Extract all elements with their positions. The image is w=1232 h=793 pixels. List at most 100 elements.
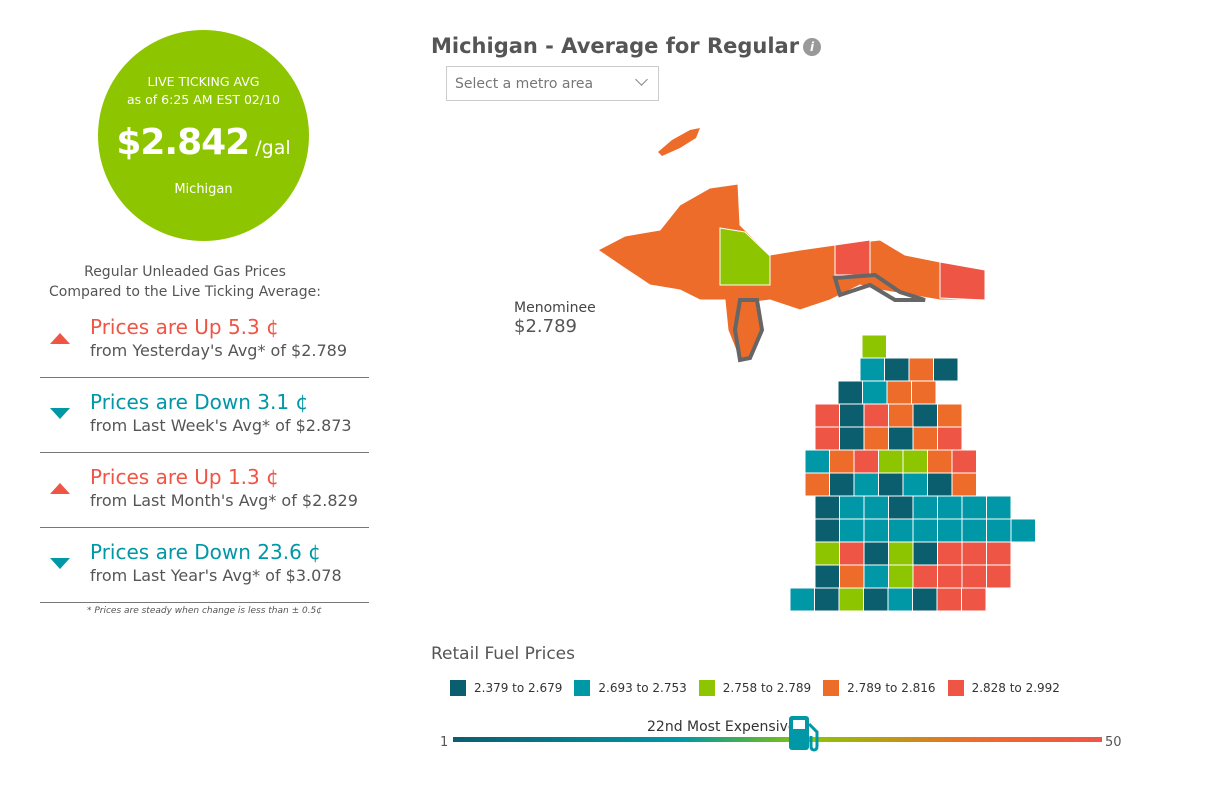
county[interactable]: [933, 357, 959, 382]
county[interactable]: [853, 472, 879, 497]
county[interactable]: [829, 449, 855, 474]
county[interactable]: [863, 495, 889, 520]
county[interactable]: [814, 587, 840, 612]
county[interactable]: [937, 495, 963, 520]
heading-line-2: Compared to the Live Ticking Average:: [49, 284, 321, 300]
county[interactable]: [937, 426, 963, 451]
county[interactable]: [878, 472, 904, 497]
legend-item: 2.828 to 2.992: [947, 680, 1060, 696]
county[interactable]: [839, 403, 865, 428]
county[interactable]: [961, 564, 987, 589]
county[interactable]: [912, 518, 938, 543]
county[interactable]: [789, 587, 815, 612]
from-text: from Last Month's Avg* of $2.829: [90, 491, 358, 510]
county[interactable]: [839, 541, 865, 566]
county[interactable]: [814, 518, 840, 543]
county[interactable]: [814, 541, 840, 566]
county[interactable]: [911, 380, 937, 405]
county[interactable]: [862, 380, 888, 405]
county[interactable]: [961, 587, 987, 612]
metro-area-select[interactable]: Select a metro area: [446, 66, 659, 101]
county[interactable]: [887, 587, 913, 612]
live-label: LIVE TICKING AVG: [147, 74, 260, 89]
county[interactable]: [804, 472, 830, 497]
menominee-county[interactable]: [732, 298, 765, 363]
county[interactable]: [863, 564, 889, 589]
county[interactable]: [837, 380, 863, 405]
county[interactable]: [888, 518, 914, 543]
county[interactable]: [951, 472, 977, 497]
hover-tooltip: Menominee $2.789: [514, 300, 596, 337]
county[interactable]: [829, 472, 855, 497]
county-price: $2.789: [514, 316, 577, 337]
county[interactable]: [814, 403, 840, 428]
county[interactable]: [838, 587, 864, 612]
county[interactable]: [912, 587, 938, 612]
county[interactable]: [863, 403, 889, 428]
mackinac-outline: [832, 272, 926, 302]
county[interactable]: [814, 495, 840, 520]
county[interactable]: [961, 518, 987, 543]
county[interactable]: [937, 564, 963, 589]
county[interactable]: [863, 426, 889, 451]
county[interactable]: [863, 541, 889, 566]
county[interactable]: [878, 449, 904, 474]
county[interactable]: [853, 449, 879, 474]
info-icon[interactable]: i: [803, 38, 822, 56]
map-title-text: Michigan - Average for Regular: [431, 34, 800, 58]
county[interactable]: [884, 357, 910, 382]
legend-swatch: [947, 680, 964, 696]
as-of-time: as of 6:25 AM EST 02/10: [127, 92, 280, 107]
county[interactable]: [888, 426, 914, 451]
county[interactable]: [839, 518, 865, 543]
county-green-up[interactable]: [719, 227, 771, 286]
county[interactable]: [927, 472, 953, 497]
county[interactable]: [839, 564, 865, 589]
down-arrow-icon: [50, 408, 70, 419]
county[interactable]: [937, 403, 963, 428]
county[interactable]: [1010, 518, 1036, 543]
county[interactable]: [937, 541, 963, 566]
county[interactable]: [908, 357, 934, 382]
county[interactable]: [986, 541, 1012, 566]
map-title: Michigan - Average for Regular i: [431, 34, 822, 58]
county[interactable]: [804, 449, 830, 474]
county[interactable]: [888, 495, 914, 520]
county[interactable]: [888, 541, 914, 566]
county[interactable]: [927, 449, 953, 474]
county[interactable]: [861, 334, 887, 359]
county[interactable]: [936, 587, 962, 612]
county[interactable]: [814, 564, 840, 589]
upper-peninsula[interactable]: [597, 183, 986, 362]
county[interactable]: [912, 403, 938, 428]
county[interactable]: [986, 518, 1012, 543]
county[interactable]: [937, 518, 963, 543]
county[interactable]: [859, 357, 885, 382]
county[interactable]: [888, 403, 914, 428]
county[interactable]: [912, 426, 938, 451]
county[interactable]: [986, 495, 1012, 520]
county[interactable]: [863, 587, 889, 612]
legend-label: 2.828 to 2.992: [971, 681, 1060, 695]
legend-item: 2.758 to 2.789: [698, 680, 811, 696]
county[interactable]: [912, 541, 938, 566]
county[interactable]: [961, 495, 987, 520]
legend-label: 2.789 to 2.816: [847, 681, 936, 695]
county[interactable]: [839, 426, 865, 451]
county[interactable]: [814, 426, 840, 451]
county[interactable]: [863, 518, 889, 543]
county[interactable]: [888, 564, 914, 589]
county[interactable]: [912, 495, 938, 520]
county[interactable]: [886, 380, 912, 405]
county[interactable]: [986, 564, 1012, 589]
county-red-up-1[interactable]: [834, 239, 871, 276]
isle-royale[interactable]: [658, 128, 700, 156]
county[interactable]: [902, 472, 928, 497]
county[interactable]: [961, 541, 987, 566]
county[interactable]: [912, 564, 938, 589]
county[interactable]: [951, 449, 977, 474]
county-red-up-2[interactable]: [939, 261, 986, 301]
county[interactable]: [839, 495, 865, 520]
county[interactable]: [902, 449, 928, 474]
